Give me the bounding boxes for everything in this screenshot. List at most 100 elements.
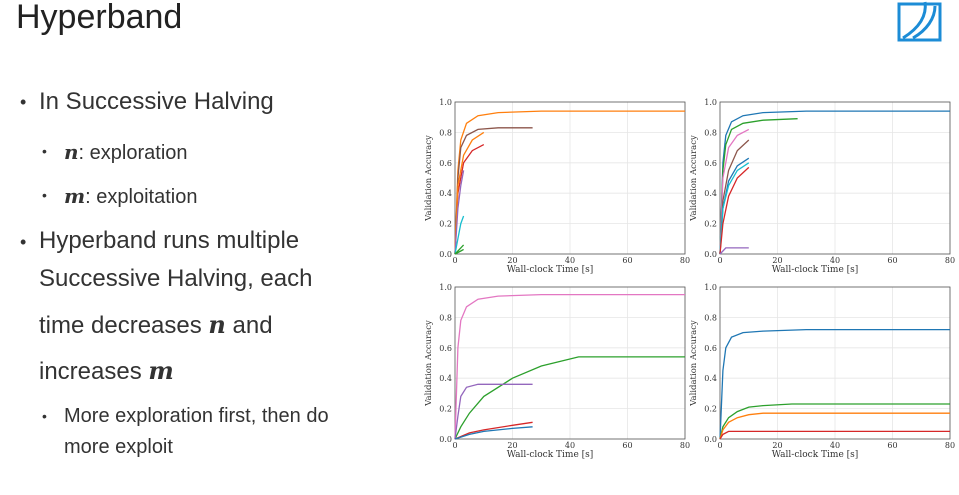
bullet-dot: • xyxy=(42,408,47,424)
var-n: n xyxy=(64,140,79,164)
y-tick-label: 0.2 xyxy=(439,405,452,414)
bullet-more-exploration-line1: More exploration first, then do xyxy=(64,405,329,427)
var-n: n xyxy=(208,310,226,339)
y-tick-label: 0.6 xyxy=(439,344,452,353)
x-tick-label: 80 xyxy=(945,256,955,265)
y-tick-label: 0.6 xyxy=(704,344,717,353)
series-line xyxy=(719,247,749,255)
bullet-dot: • xyxy=(42,143,47,159)
y-tick-label: 1.0 xyxy=(704,98,717,107)
y-tick-label: 0.2 xyxy=(439,220,452,229)
series-line xyxy=(719,162,750,255)
x-tick-label: 60 xyxy=(622,441,632,450)
x-axis-label: Wall-clock Time [s] xyxy=(507,450,594,460)
plot-frame xyxy=(719,286,951,440)
series-line xyxy=(454,248,464,255)
series-line xyxy=(454,170,465,255)
bullet-dot: • xyxy=(20,92,27,112)
series-line xyxy=(454,127,533,255)
y-tick-label: 1.0 xyxy=(439,98,452,107)
y-tick-label: 0.2 xyxy=(704,405,717,414)
plot-frame xyxy=(454,101,686,255)
bullet-dot: • xyxy=(42,187,47,203)
line3-pre: time decreases xyxy=(39,312,209,339)
plot-frame xyxy=(719,101,951,255)
y-tick-label: 0.6 xyxy=(704,159,717,168)
x-tick-label: 80 xyxy=(680,441,690,450)
y-tick-label: 1.0 xyxy=(704,283,717,292)
series-line xyxy=(454,215,465,255)
x-tick-label: 20 xyxy=(772,256,782,265)
x-tick-label: 40 xyxy=(830,441,840,450)
series-line xyxy=(454,131,485,255)
x-axis-label: Wall-clock Time [s] xyxy=(772,450,859,460)
series-line xyxy=(454,293,685,440)
y-tick-label: 0.8 xyxy=(439,313,452,322)
series-line xyxy=(454,421,533,440)
chart-panel-1: 0.0 0.2 0.4 0.6 0.8 1.0 0 20 40 60 80 Wall-clock Ti… xyxy=(424,98,690,275)
y-axis-label: Validation Accuracy xyxy=(424,135,434,222)
x-axis-label: Wall-clock Time [s] xyxy=(507,265,594,275)
bullet-successive-halving: In Successive Halving xyxy=(39,88,274,115)
series-line xyxy=(719,403,950,440)
logo-icon xyxy=(897,1,942,42)
x-tick-label: 80 xyxy=(680,256,690,265)
x-axis-label: Wall-clock Time [s] xyxy=(772,265,859,275)
x-tick-label: 0 xyxy=(717,256,722,265)
x-tick-label: 40 xyxy=(830,256,840,265)
x-tick-label: 40 xyxy=(565,256,575,265)
bullet-hyperband-line1: Hyperband runs multiple xyxy=(39,227,300,254)
bullet-n-exploration: n: exploration xyxy=(64,140,188,165)
x-tick-label: 60 xyxy=(622,256,632,265)
y-tick-label: 0.0 xyxy=(439,435,452,444)
chart-panel-2: 0.0 0.2 0.4 0.6 0.8 1.0 0 20 40 60 80 Wall-clock Ti… xyxy=(689,98,955,275)
slide-title: Hyperband xyxy=(16,0,183,36)
x-tick-label: 80 xyxy=(945,441,955,450)
x-tick-label: 20 xyxy=(507,256,517,265)
series-line xyxy=(719,118,798,255)
bullet-m-exploitation: m: exploitation xyxy=(64,184,197,209)
y-tick-label: 0.8 xyxy=(704,313,717,322)
series-line xyxy=(719,128,750,255)
y-tick-label: 0.8 xyxy=(704,128,717,137)
series-line xyxy=(454,244,465,255)
exploration-text: : exploration xyxy=(78,142,188,164)
y-tick-label: 1.0 xyxy=(439,283,452,292)
y-tick-label: 0.4 xyxy=(704,189,717,198)
x-tick-label: 20 xyxy=(772,441,782,450)
var-m: m xyxy=(148,356,174,385)
series-line xyxy=(454,426,533,440)
chart-panel-4: 0.0 0.2 0.4 0.6 0.8 1.0 0 20 40 60 80 Wall-clock Ti… xyxy=(689,283,955,460)
line3-post: and xyxy=(225,312,273,339)
y-tick-label: 0.0 xyxy=(704,435,717,444)
series-line xyxy=(454,356,685,440)
exploitation-text: : exploitation xyxy=(85,186,198,208)
y-tick-label: 0.2 xyxy=(704,220,717,229)
x-tick-label: 60 xyxy=(887,256,897,265)
x-tick-label: 60 xyxy=(887,441,897,450)
bullet-hyperband-line3: time decreases n and xyxy=(39,310,273,340)
x-tick-label: 20 xyxy=(507,441,517,450)
y-tick-label: 0.4 xyxy=(439,374,452,383)
x-tick-label: 0 xyxy=(717,441,722,450)
x-tick-label: 0 xyxy=(452,256,457,265)
x-tick-label: 0 xyxy=(452,441,457,450)
bullet-dot: • xyxy=(20,232,27,252)
bullet-hyperband-line2: Successive Halving, each xyxy=(39,265,313,292)
y-tick-label: 0.4 xyxy=(704,374,717,383)
y-tick-label: 0.4 xyxy=(439,189,452,198)
series-line xyxy=(719,328,950,440)
y-tick-label: 0.8 xyxy=(439,128,452,137)
series-line xyxy=(454,110,685,255)
series-line xyxy=(719,110,950,255)
y-tick-label: 0.0 xyxy=(439,250,452,259)
y-axis-label: Validation Accuracy xyxy=(424,320,434,407)
var-m: m xyxy=(64,184,86,208)
y-tick-label: 0.0 xyxy=(704,250,717,259)
series-line xyxy=(719,166,750,255)
hyperband-charts: 0.0 0.2 0.4 0.6 0.8 1.0 0 20 40 60 80 Wall-clock Ti… xyxy=(424,98,955,460)
line4-pre: increases xyxy=(39,358,149,385)
series-line xyxy=(454,383,533,440)
chart-panel-3: 0.0 0.2 0.4 0.6 0.8 1.0 0 20 40 60 80 Wall-clock Ti… xyxy=(424,283,690,460)
bullet-hyperband-line4: increases m xyxy=(39,356,174,386)
